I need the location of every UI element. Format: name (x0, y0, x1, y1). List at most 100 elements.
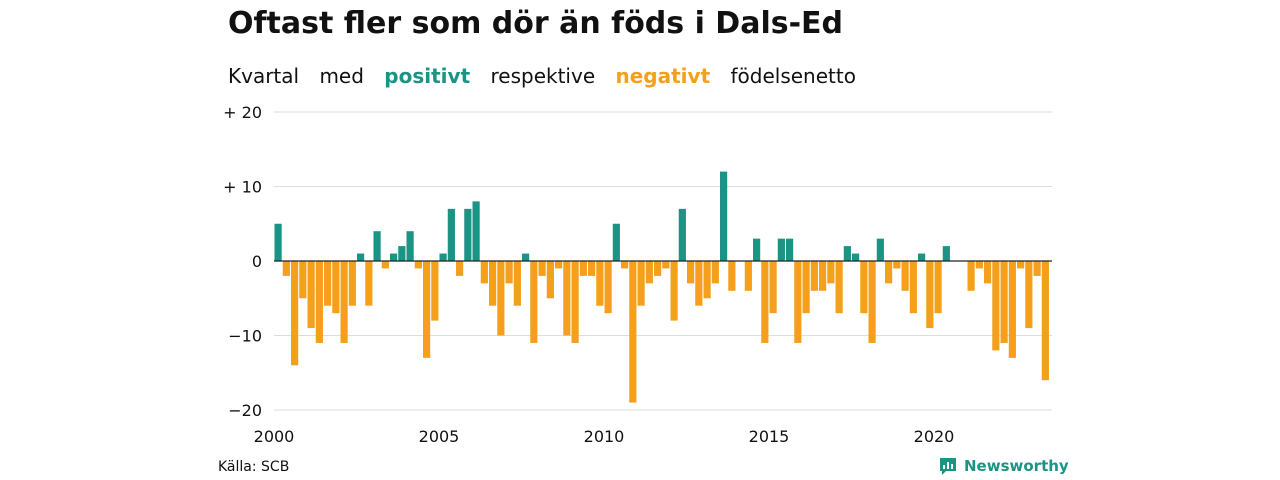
bar (423, 261, 431, 358)
bar (538, 261, 546, 276)
bar (332, 261, 340, 314)
bar (852, 253, 860, 261)
bar (390, 253, 398, 261)
bar (868, 261, 876, 343)
y-tick-label: −10 (228, 327, 262, 346)
bar (918, 253, 926, 261)
subtitle-negative-word: negativt (615, 64, 711, 88)
bar (1041, 261, 1049, 381)
bar (687, 261, 695, 284)
bar (563, 261, 571, 336)
subtitle-positive-word: positivt (384, 64, 471, 88)
subtitle-text-4: födelsenetto (730, 64, 856, 88)
bar (769, 261, 777, 314)
bar (612, 223, 620, 261)
brand-name: Newsworthy (964, 457, 1069, 475)
bar (885, 261, 893, 284)
bar (975, 261, 983, 269)
bar (744, 261, 752, 291)
x-tick-label: 2010 (584, 427, 625, 446)
bar (794, 261, 802, 343)
y-tick-label: + 10 (223, 178, 262, 197)
bar (530, 261, 538, 343)
bar (348, 261, 356, 306)
bar (588, 261, 596, 276)
bar (876, 238, 884, 261)
subtitle-text-3: respektive (490, 64, 596, 88)
bar (934, 261, 942, 314)
bar (827, 261, 835, 284)
bar (365, 261, 373, 306)
bar (1017, 261, 1025, 269)
bar (373, 231, 381, 261)
bar (860, 261, 868, 314)
bar (967, 261, 975, 291)
bar (703, 261, 711, 299)
bar (645, 261, 653, 284)
bar (480, 261, 488, 284)
bar (522, 253, 530, 261)
bar (777, 238, 785, 261)
bar (843, 246, 851, 261)
chart-subtitle: Kvartal med positivt respektive negativt… (228, 64, 870, 88)
subtitle-text-1: Kvartal (228, 64, 300, 88)
bar (901, 261, 909, 291)
bar (1025, 261, 1033, 329)
x-tick-label: 2015 (749, 427, 790, 446)
bar (786, 238, 794, 261)
bar (761, 261, 769, 343)
bar (637, 261, 645, 306)
bar (596, 261, 604, 306)
y-axis-labels: + 20 + 10 0 −10 −20 (223, 103, 262, 420)
bar (893, 261, 901, 269)
bar (307, 261, 315, 329)
bar (324, 261, 332, 306)
bar (670, 261, 678, 321)
bar (992, 261, 1000, 351)
bar (497, 261, 505, 336)
bar (398, 246, 406, 261)
chart-title: Oftast fler som dör än föds i Dals-Ed (228, 6, 844, 41)
bar (1008, 261, 1016, 358)
bar (431, 261, 439, 321)
bar (315, 261, 323, 343)
bar (604, 261, 612, 314)
bar (711, 261, 719, 284)
bar (1033, 261, 1041, 276)
bar (513, 261, 521, 306)
bar (489, 261, 497, 306)
bar (654, 261, 662, 276)
brand-logo: Newsworthy (938, 456, 1069, 476)
bar (340, 261, 348, 343)
bar (802, 261, 810, 314)
y-tick-label: 0 (252, 252, 262, 271)
bar (555, 261, 563, 269)
bar (835, 261, 843, 314)
bar (695, 261, 703, 306)
bar (909, 261, 917, 314)
bar (621, 261, 629, 269)
bar (546, 261, 554, 299)
bar (662, 261, 670, 269)
bar (678, 208, 686, 261)
bar (505, 261, 513, 284)
x-tick-label: 2005 (419, 427, 460, 446)
y-tick-label: −20 (228, 401, 262, 420)
y-tick-label: + 20 (223, 103, 262, 122)
bar (299, 261, 307, 299)
subtitle-text-2: med (319, 64, 364, 88)
bar (456, 261, 464, 276)
newsworthy-logo-icon (940, 458, 956, 475)
bar (728, 261, 736, 291)
bar (571, 261, 579, 343)
bar (414, 261, 422, 269)
x-axis-labels: 2000 2005 2010 2015 2020 (254, 427, 955, 446)
bar (819, 261, 827, 291)
bar (720, 171, 728, 261)
x-tick-label: 2020 (914, 427, 955, 446)
bar (291, 261, 299, 366)
bar (381, 261, 389, 269)
bar (942, 246, 950, 261)
bar (357, 253, 365, 261)
